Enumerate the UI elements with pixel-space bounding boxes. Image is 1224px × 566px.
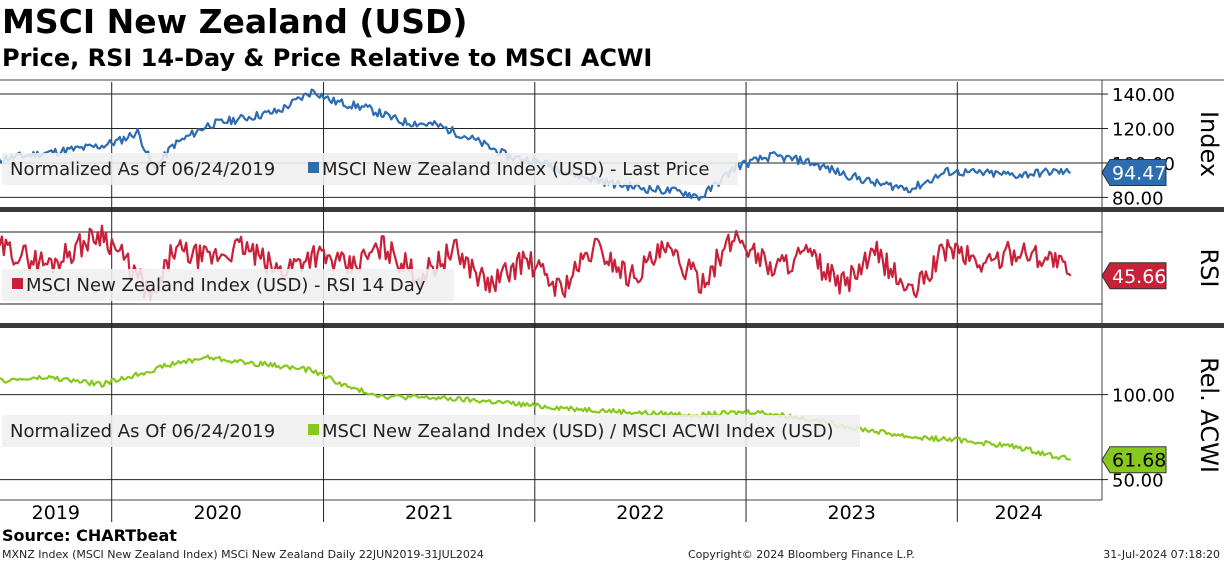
y-tick-label: 80.00: [1112, 188, 1164, 209]
x-axis: 2019 2020 2021 2022 2023 2024: [32, 502, 1043, 524]
chart-title: MSCI New Zealand (USD): [2, 2, 468, 41]
legend-swatch: [12, 278, 23, 289]
chart-frame: [0, 79, 1224, 501]
axis-title: RSI: [1195, 249, 1223, 288]
separator-2[interactable]: [0, 323, 1224, 328]
axis-title: Index: [1195, 111, 1223, 177]
y-tick-label: 50.00: [1112, 471, 1164, 492]
footer-copyright: Copyright© 2024 Bloomberg Finance L.P.: [688, 548, 915, 561]
last-value-tag: [1101, 446, 1167, 474]
y-tick-label: 120.00: [1112, 120, 1175, 141]
legend-swatch: [308, 162, 319, 173]
footer-timestamp: 31-Jul-2024 07:18:20: [1103, 548, 1220, 561]
rsi-panel: MSCI New Zealand Index (USD) - RSI 14 Da…: [0, 224, 1223, 305]
separator-1[interactable]: [0, 207, 1224, 212]
y-tick-label: 100.00: [1112, 386, 1175, 407]
y-tick-label: 140.00: [1112, 85, 1175, 106]
last-value-tag: [1101, 158, 1167, 186]
legend-label: MSCI New Zealand Index (USD) - Last Pric…: [322, 159, 709, 180]
legend-prefix: Normalized As Of 06/24/2019: [10, 159, 275, 180]
relative-panel: 100.00 50.00 Normalized As Of 06/24/2019 MS…: [0, 354, 1223, 492]
x-tick-label: 2022: [616, 502, 664, 524]
series-line: [0, 354, 1071, 461]
legend-box: [2, 269, 454, 301]
last-value-label: 94.47: [1112, 162, 1166, 184]
x-tick-label: 2024: [994, 502, 1042, 524]
chart-subtitle: Price, RSI 14-Day & Price Relative to MS…: [2, 44, 653, 72]
x-tick-label: 2020: [193, 502, 241, 524]
legend-label: MSCI New Zealand Index (USD) - RSI 14 Da…: [26, 275, 426, 296]
x-tick-label: 2019: [32, 502, 80, 524]
legend-box: [2, 415, 860, 447]
last-value-label: 45.66: [1112, 266, 1166, 288]
legend-swatch: [308, 424, 319, 435]
series-line: [0, 224, 1072, 302]
legend-label: MSCI New Zealand Index (USD) / MSCI ACWI…: [322, 421, 834, 442]
x-tick-label: 2023: [827, 502, 875, 524]
last-value-tag: [1101, 262, 1167, 290]
footer-ticker: MXNZ Index (MSCI New Zealand Index) MSCi…: [2, 548, 484, 561]
source-note: Source: CHARTbeat: [2, 526, 177, 545]
legend-prefix: Normalized As Of 06/24/2019: [10, 421, 275, 442]
axis-title: Rel. ACWI: [1195, 357, 1223, 473]
gridlines: [111, 82, 958, 522]
last-value-label: 61.68: [1112, 450, 1166, 472]
x-tick-label: 2021: [405, 502, 453, 524]
legend-box: [2, 153, 738, 185]
